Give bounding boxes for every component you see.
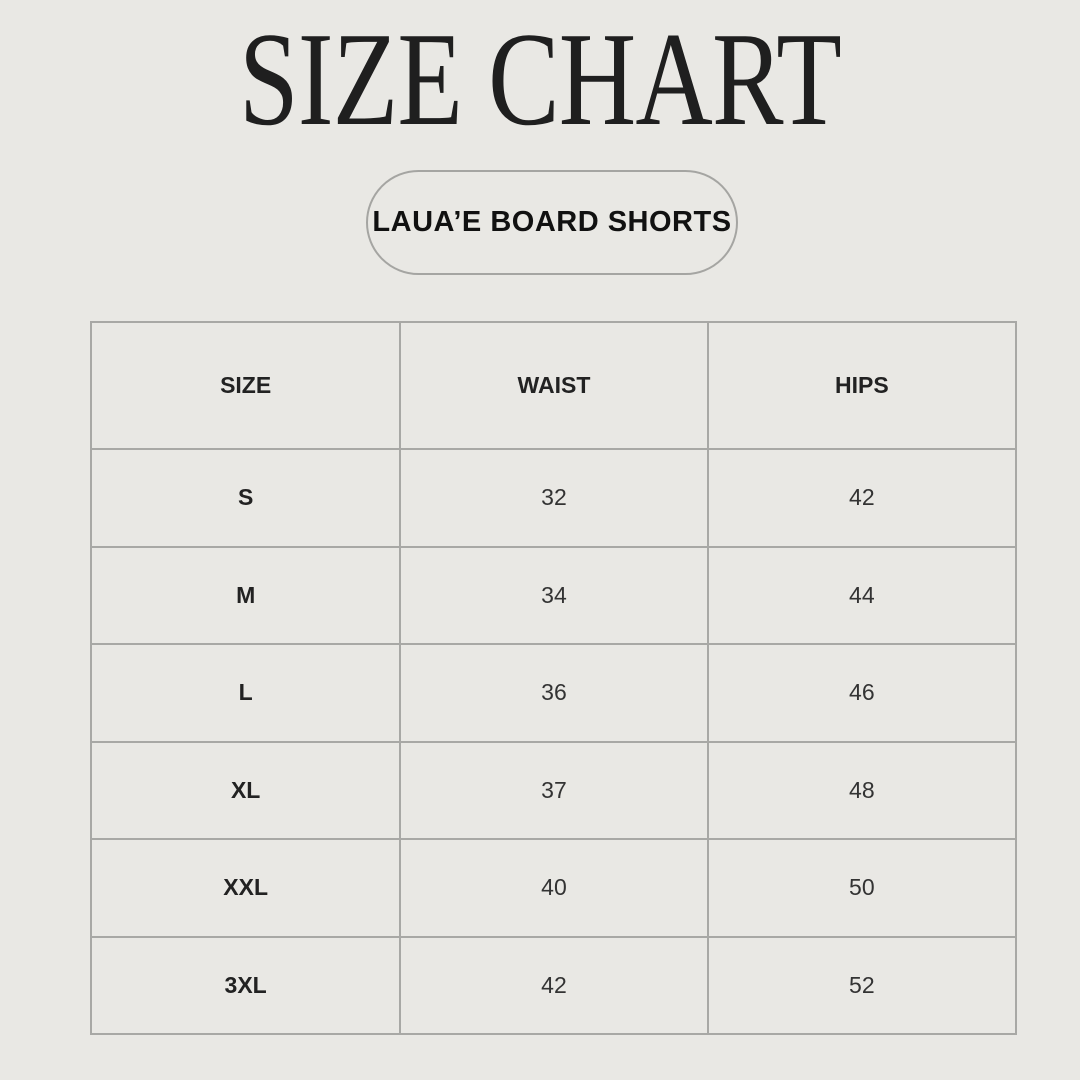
header-hips: HIPS xyxy=(706,321,1018,450)
cell-hips: 48 xyxy=(706,740,1018,840)
table-row: M 34 44 xyxy=(89,545,1018,645)
cell-waist: 36 xyxy=(399,643,709,743)
table-row: 3XL 42 52 xyxy=(89,935,1018,1035)
cell-size: XXL xyxy=(89,838,402,938)
size-table: SIZE WAIST HIPS S 32 42 M 34 44 L 36 46 XL 37 48 XXL… xyxy=(89,321,1018,1035)
header-waist: WAIST xyxy=(399,321,709,450)
header-size: SIZE xyxy=(89,321,402,450)
cell-waist: 42 xyxy=(399,935,709,1035)
page-title: SIZE CHART xyxy=(239,5,842,153)
table-header-row: SIZE WAIST HIPS xyxy=(89,321,1018,450)
cell-waist: 34 xyxy=(399,545,709,645)
cell-size: L xyxy=(89,643,402,743)
cell-size: 3XL xyxy=(89,935,402,1035)
cell-size: S xyxy=(89,448,402,548)
table-row: S 32 42 xyxy=(89,448,1018,548)
cell-hips: 44 xyxy=(706,545,1018,645)
table-row: L 36 46 xyxy=(89,643,1018,743)
cell-hips: 50 xyxy=(706,838,1018,938)
cell-waist: 37 xyxy=(399,740,709,840)
cell-hips: 46 xyxy=(706,643,1018,743)
cell-size: XL xyxy=(89,740,402,840)
product-name-badge: LAUA’E BOARD SHORTS xyxy=(366,170,738,275)
table-row: XL 37 48 xyxy=(89,740,1018,840)
cell-hips: 52 xyxy=(706,935,1018,1035)
cell-waist: 32 xyxy=(399,448,709,548)
cell-size: M xyxy=(89,545,402,645)
cell-hips: 42 xyxy=(706,448,1018,548)
cell-waist: 40 xyxy=(399,838,709,938)
table-row: XXL 40 50 xyxy=(89,838,1018,938)
